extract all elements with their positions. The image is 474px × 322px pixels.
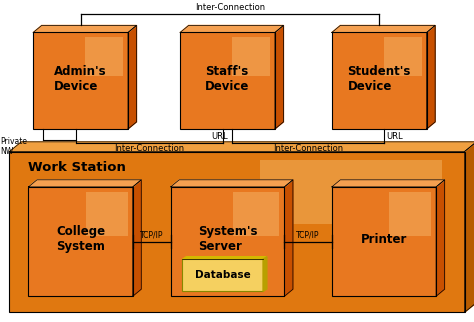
FancyBboxPatch shape: [180, 33, 275, 129]
Polygon shape: [128, 25, 137, 129]
Text: Staff's
Device: Staff's Device: [205, 65, 250, 93]
Text: TCP/IP: TCP/IP: [296, 231, 320, 240]
Polygon shape: [171, 180, 293, 187]
Text: College
System: College System: [56, 225, 105, 253]
Polygon shape: [465, 142, 474, 312]
FancyBboxPatch shape: [384, 37, 422, 76]
Text: Database: Database: [195, 270, 251, 280]
FancyBboxPatch shape: [9, 152, 465, 312]
FancyBboxPatch shape: [33, 33, 128, 129]
Text: System's
Server: System's Server: [198, 225, 257, 253]
Polygon shape: [284, 180, 293, 296]
FancyBboxPatch shape: [86, 192, 128, 236]
Text: Admin's
Device: Admin's Device: [54, 65, 107, 93]
Text: Work Station: Work Station: [28, 161, 126, 174]
FancyBboxPatch shape: [332, 33, 427, 129]
FancyBboxPatch shape: [171, 187, 284, 296]
Text: Inter-Connection: Inter-Connection: [195, 3, 265, 12]
Text: Inter-Connection: Inter-Connection: [273, 145, 343, 154]
Polygon shape: [263, 257, 267, 291]
FancyBboxPatch shape: [332, 187, 436, 296]
FancyBboxPatch shape: [260, 160, 442, 224]
FancyBboxPatch shape: [233, 192, 279, 236]
Text: TCP/IP: TCP/IP: [140, 231, 164, 240]
Polygon shape: [436, 180, 445, 296]
FancyBboxPatch shape: [28, 187, 133, 296]
Polygon shape: [332, 180, 445, 187]
Text: Student's
Device: Student's Device: [347, 65, 411, 93]
Polygon shape: [332, 25, 435, 33]
Polygon shape: [9, 142, 474, 152]
FancyBboxPatch shape: [85, 37, 123, 76]
Text: Inter-Connection: Inter-Connection: [114, 145, 184, 154]
Polygon shape: [33, 25, 137, 33]
Polygon shape: [133, 180, 141, 296]
FancyBboxPatch shape: [389, 192, 431, 236]
Polygon shape: [275, 25, 283, 129]
Polygon shape: [427, 25, 435, 129]
Text: Printer: Printer: [361, 233, 407, 246]
FancyBboxPatch shape: [182, 259, 263, 291]
Polygon shape: [180, 25, 283, 33]
Text: Private
NW: Private NW: [0, 137, 27, 156]
Text: URL: URL: [211, 132, 228, 141]
Polygon shape: [28, 180, 141, 187]
FancyBboxPatch shape: [232, 37, 270, 76]
Polygon shape: [182, 257, 267, 259]
Text: URL: URL: [386, 132, 403, 141]
